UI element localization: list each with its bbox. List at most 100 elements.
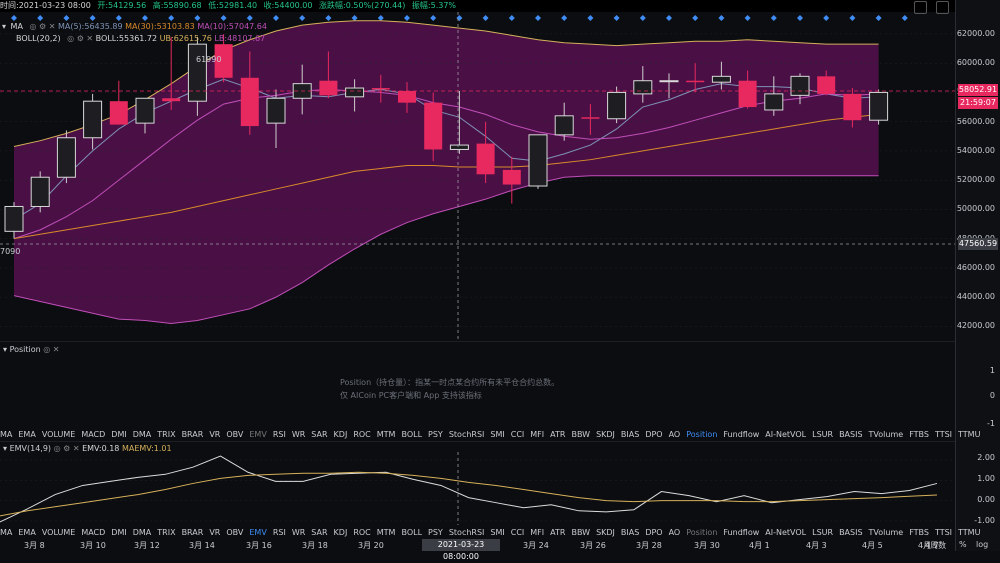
tab-lsur[interactable]: LSUR xyxy=(812,430,834,439)
price-chart[interactable] xyxy=(0,12,955,341)
tab-mfi[interactable]: MFI xyxy=(530,430,545,439)
tab-boll[interactable]: BOLL xyxy=(401,430,423,439)
tab-atr[interactable]: ATR xyxy=(550,430,566,439)
tab-ma[interactable]: MA xyxy=(0,528,13,537)
tab-tvolume[interactable]: TVolume xyxy=(868,528,904,537)
tab-ao[interactable]: AO xyxy=(668,528,681,537)
tab-bbw[interactable]: BBW xyxy=(571,528,591,537)
tab-rsi[interactable]: RSI xyxy=(272,430,286,439)
boll-eye-icon[interactable]: ◎ ⚙ ✕ xyxy=(67,34,94,43)
tab-mfi[interactable]: MFI xyxy=(530,528,545,537)
tab-ai-netvol[interactable]: AI-NetVOL xyxy=(765,528,807,537)
tab-ma[interactable]: MA xyxy=(0,430,13,439)
tab-brar[interactable]: BRAR xyxy=(181,430,204,439)
tab-emv[interactable]: EMV xyxy=(249,430,267,439)
time-tick: 4周数 xyxy=(925,541,947,550)
tab-roc[interactable]: ROC xyxy=(353,528,371,537)
tab-vr[interactable]: VR xyxy=(209,528,221,537)
tab-kdj[interactable]: KDJ xyxy=(333,528,348,537)
tab-emv[interactable]: EMV xyxy=(249,528,267,537)
tab-obv[interactable]: OBV xyxy=(226,430,244,439)
event-diamond xyxy=(770,15,777,21)
tab-fundflow[interactable]: Fundflow xyxy=(723,430,760,439)
log-toggle[interactable]: log xyxy=(976,540,989,549)
tab-trix[interactable]: TRIX xyxy=(157,430,176,439)
price-axis[interactable]: 62000.0060000.0058000.0056000.0054000.00… xyxy=(914,0,1000,551)
tab-mtm[interactable]: MTM xyxy=(376,430,396,439)
tab-volume[interactable]: VOLUME xyxy=(41,430,76,439)
tab-basis[interactable]: BASIS xyxy=(839,528,863,537)
tab-position[interactable]: Position xyxy=(686,528,718,537)
tab-ftbs[interactable]: FTBS xyxy=(909,528,929,537)
tab-ttsi[interactable]: TTSI xyxy=(934,528,953,537)
tab-ttsi[interactable]: TTSI xyxy=(934,430,953,439)
tab-tvolume[interactable]: TVolume xyxy=(868,430,904,439)
tab-dpo[interactable]: DPO xyxy=(645,430,663,439)
collapse-arrow-icon[interactable]: ▾ xyxy=(3,345,8,354)
time-axis[interactable]: 3月 8 3月 10 3月 12 3月 14 3月 16 3月 18 3月 20 3月 24 3… xyxy=(0,539,955,551)
tab-wr[interactable]: WR xyxy=(291,430,306,439)
tab-stochrsi[interactable]: StochRSI xyxy=(448,528,485,537)
event-diamond xyxy=(325,15,332,21)
tab-ttmu[interactable]: TTMU xyxy=(958,528,981,537)
tab-ema[interactable]: EMA xyxy=(18,528,36,537)
tab-kdj[interactable]: KDJ xyxy=(333,430,348,439)
percent-toggle[interactable]: % xyxy=(959,540,967,549)
tab-fundflow[interactable]: Fundflow xyxy=(723,528,760,537)
tab-stochrsi[interactable]: StochRSI xyxy=(448,430,485,439)
tab-dmi[interactable]: DMI xyxy=(111,528,127,537)
emv-chart[interactable] xyxy=(0,452,955,525)
eye-icon[interactable]: ◎ ⚙ ✕ xyxy=(29,22,56,31)
tab-psy[interactable]: PSY xyxy=(428,430,443,439)
collapse-arrow-icon[interactable]: ▾ xyxy=(2,22,7,31)
tab-skdj[interactable]: SKDJ xyxy=(596,528,615,537)
change-readout: 涨跌幅:0.50%(270.44) xyxy=(319,1,406,10)
tab-basis[interactable]: BASIS xyxy=(839,430,863,439)
tab-volume[interactable]: VOLUME xyxy=(41,528,76,537)
fullscreen-icon[interactable] xyxy=(936,1,949,14)
tab-macd[interactable]: MACD xyxy=(81,528,106,537)
tab-macd[interactable]: MACD xyxy=(81,430,106,439)
candle-body-up xyxy=(659,80,679,83)
tab-boll[interactable]: BOLL xyxy=(401,528,423,537)
tab-atr[interactable]: ATR xyxy=(550,528,566,537)
tab-ema[interactable]: EMA xyxy=(18,430,36,439)
tab-bias[interactable]: BIAS xyxy=(620,430,640,439)
tab-lsur[interactable]: LSUR xyxy=(812,528,834,537)
tab-sar[interactable]: SAR xyxy=(311,430,328,439)
tab-obv[interactable]: OBV xyxy=(226,528,244,537)
settings-icon[interactable]: ◎ ✕ xyxy=(43,345,60,354)
ma-legend: ▾ MA ◎ ⚙ ✕ MA(5):56435.89 MA(30):53103.8… xyxy=(2,22,267,32)
tab-skdj[interactable]: SKDJ xyxy=(596,430,615,439)
tab-cci[interactable]: CCI xyxy=(510,430,525,439)
tab-ao[interactable]: AO xyxy=(668,430,681,439)
settings-icon[interactable] xyxy=(914,1,927,14)
tab-dmi[interactable]: DMI xyxy=(111,430,127,439)
tab-ai-netvol[interactable]: AI-NetVOL xyxy=(765,430,807,439)
tab-ttmu[interactable]: TTMU xyxy=(958,430,981,439)
tab-trix[interactable]: TRIX xyxy=(157,528,176,537)
tab-bias[interactable]: BIAS xyxy=(620,528,640,537)
tab-rsi[interactable]: RSI xyxy=(272,528,286,537)
settings-icon[interactable]: ◎ ⚙ ✕ xyxy=(53,444,80,453)
tab-mtm[interactable]: MTM xyxy=(376,528,396,537)
tab-psy[interactable]: PSY xyxy=(428,528,443,537)
tab-smi[interactable]: SMI xyxy=(490,430,505,439)
tab-brar[interactable]: BRAR xyxy=(181,528,204,537)
tab-wr[interactable]: WR xyxy=(291,528,306,537)
price-tick: 50000.00 xyxy=(956,204,995,214)
tab-cci[interactable]: CCI xyxy=(510,528,525,537)
tab-dma[interactable]: DMA xyxy=(132,430,152,439)
price-tick: 46000.00 xyxy=(956,262,995,272)
tab-ftbs[interactable]: FTBS xyxy=(909,430,929,439)
tab-vr[interactable]: VR xyxy=(209,430,221,439)
open-readout: 开:54129.56 xyxy=(97,1,147,10)
tab-position[interactable]: Position xyxy=(686,430,718,439)
tab-dpo[interactable]: DPO xyxy=(645,528,663,537)
tab-bbw[interactable]: BBW xyxy=(571,430,591,439)
collapse-arrow-icon[interactable]: ▾ xyxy=(3,444,8,453)
tab-sar[interactable]: SAR xyxy=(311,528,328,537)
tab-roc[interactable]: ROC xyxy=(353,430,371,439)
tab-smi[interactable]: SMI xyxy=(490,528,505,537)
tab-dma[interactable]: DMA xyxy=(132,528,152,537)
